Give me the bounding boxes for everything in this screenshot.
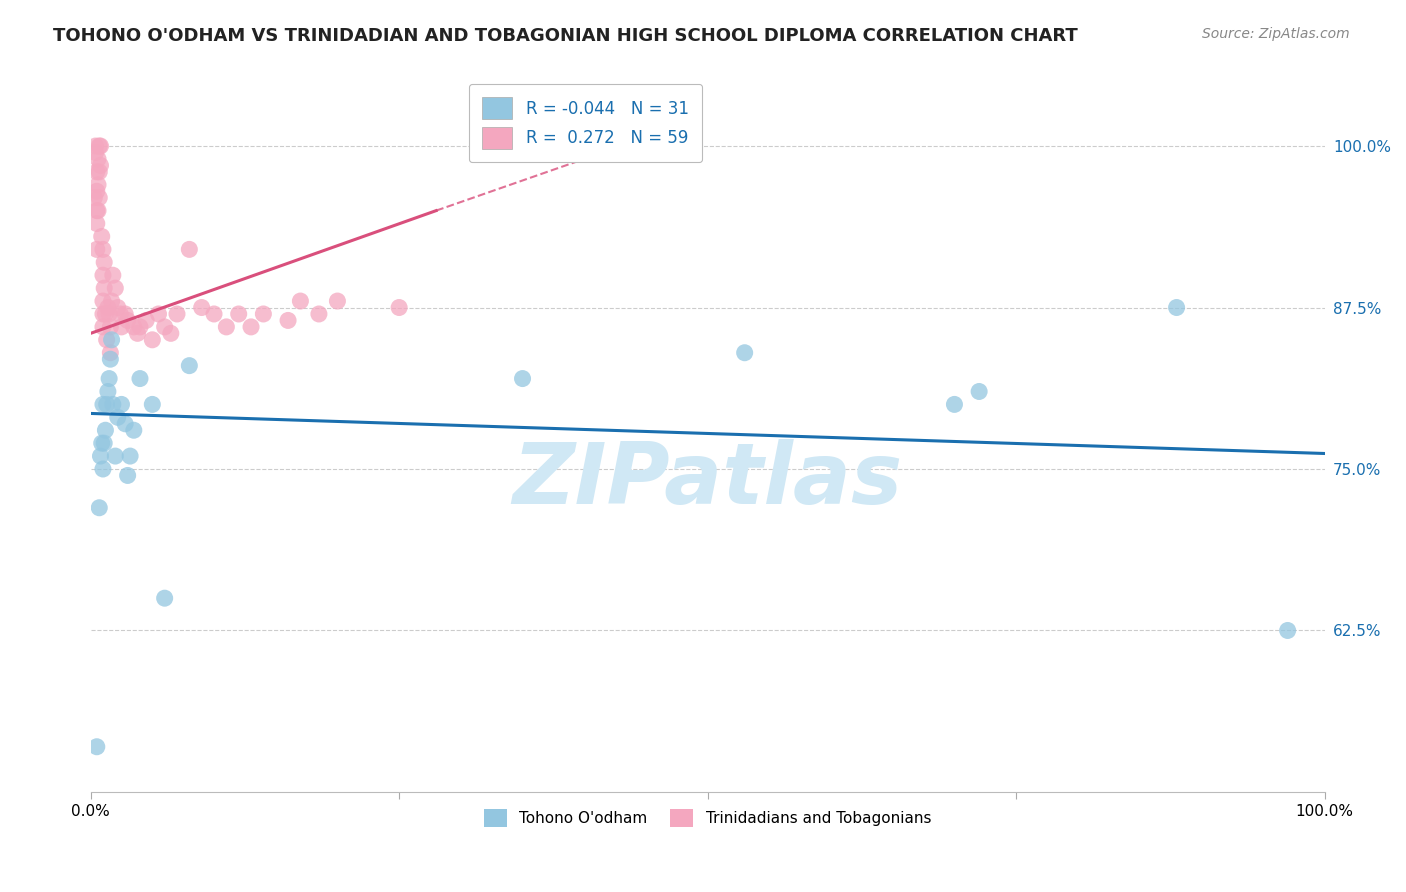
- Point: [228, 307, 250, 321]
- Point: [91, 397, 114, 411]
- Point: [91, 268, 114, 283]
- Point: [967, 384, 990, 399]
- Point: [179, 243, 201, 257]
- Point: [110, 307, 132, 321]
- Point: [84, 139, 107, 153]
- Point: [93, 436, 115, 450]
- Point: [89, 158, 111, 172]
- Point: [1166, 301, 1188, 315]
- Point: [101, 268, 124, 283]
- Point: [96, 333, 118, 347]
- Point: [114, 417, 136, 431]
- Point: [153, 591, 176, 606]
- Point: [127, 326, 149, 341]
- Point: [97, 384, 120, 399]
- Point: [91, 307, 114, 321]
- Point: [97, 301, 120, 315]
- Point: [120, 449, 142, 463]
- Point: [89, 139, 111, 153]
- Point: [252, 307, 274, 321]
- Point: [86, 165, 108, 179]
- Point: [1277, 624, 1299, 638]
- Point: [86, 203, 108, 218]
- Point: [89, 139, 111, 153]
- Point: [153, 319, 176, 334]
- Point: [277, 313, 299, 327]
- Point: [94, 423, 117, 437]
- Point: [159, 326, 181, 341]
- Point: [129, 371, 152, 385]
- Point: [98, 319, 121, 334]
- Point: [91, 294, 114, 309]
- Point: [93, 281, 115, 295]
- Point: [308, 307, 330, 321]
- Point: [90, 229, 112, 244]
- Point: [107, 301, 129, 315]
- Point: [91, 319, 114, 334]
- Point: [98, 352, 121, 367]
- Point: [91, 462, 114, 476]
- Point: [104, 449, 127, 463]
- Point: [101, 397, 124, 411]
- Point: [98, 307, 121, 321]
- Point: [122, 319, 145, 334]
- Point: [117, 313, 139, 327]
- Point: [83, 191, 105, 205]
- Point: [179, 359, 201, 373]
- Point: [215, 319, 238, 334]
- Point: [141, 397, 163, 411]
- Point: [86, 217, 108, 231]
- Point: [107, 410, 129, 425]
- Point: [86, 184, 108, 198]
- Point: [94, 307, 117, 321]
- Point: [86, 739, 108, 754]
- Point: [98, 371, 121, 385]
- Point: [84, 145, 107, 160]
- Point: [89, 500, 111, 515]
- Point: [141, 333, 163, 347]
- Point: [87, 203, 110, 218]
- Point: [93, 255, 115, 269]
- Point: [96, 397, 118, 411]
- Point: [110, 397, 132, 411]
- Point: [90, 436, 112, 450]
- Point: [86, 243, 108, 257]
- Point: [166, 307, 188, 321]
- Point: [290, 294, 312, 309]
- Point: [98, 345, 121, 359]
- Point: [135, 313, 157, 327]
- Point: [388, 301, 411, 315]
- Point: [326, 294, 349, 309]
- Point: [148, 307, 170, 321]
- Text: TOHONO O'ODHAM VS TRINIDADIAN AND TOBAGONIAN HIGH SCHOOL DIPLOMA CORRELATION CHA: TOHONO O'ODHAM VS TRINIDADIAN AND TOBAGO…: [53, 27, 1078, 45]
- Point: [512, 371, 534, 385]
- Point: [122, 423, 145, 437]
- Point: [117, 468, 139, 483]
- Point: [202, 307, 225, 321]
- Point: [100, 294, 122, 309]
- Point: [240, 319, 263, 334]
- Point: [91, 243, 114, 257]
- Point: [89, 191, 111, 205]
- Point: [104, 281, 127, 295]
- Point: [129, 319, 152, 334]
- Point: [87, 178, 110, 192]
- Legend: Tohono O'odham, Trinidadians and Tobagonians: Tohono O'odham, Trinidadians and Tobagon…: [477, 801, 939, 835]
- Point: [89, 165, 111, 179]
- Text: ZIPatlas: ZIPatlas: [513, 440, 903, 523]
- Point: [190, 301, 212, 315]
- Point: [110, 319, 132, 334]
- Point: [89, 449, 111, 463]
- Point: [943, 397, 966, 411]
- Point: [734, 345, 756, 359]
- Point: [87, 152, 110, 166]
- Text: Source: ZipAtlas.com: Source: ZipAtlas.com: [1202, 27, 1350, 41]
- Point: [100, 333, 122, 347]
- Point: [114, 307, 136, 321]
